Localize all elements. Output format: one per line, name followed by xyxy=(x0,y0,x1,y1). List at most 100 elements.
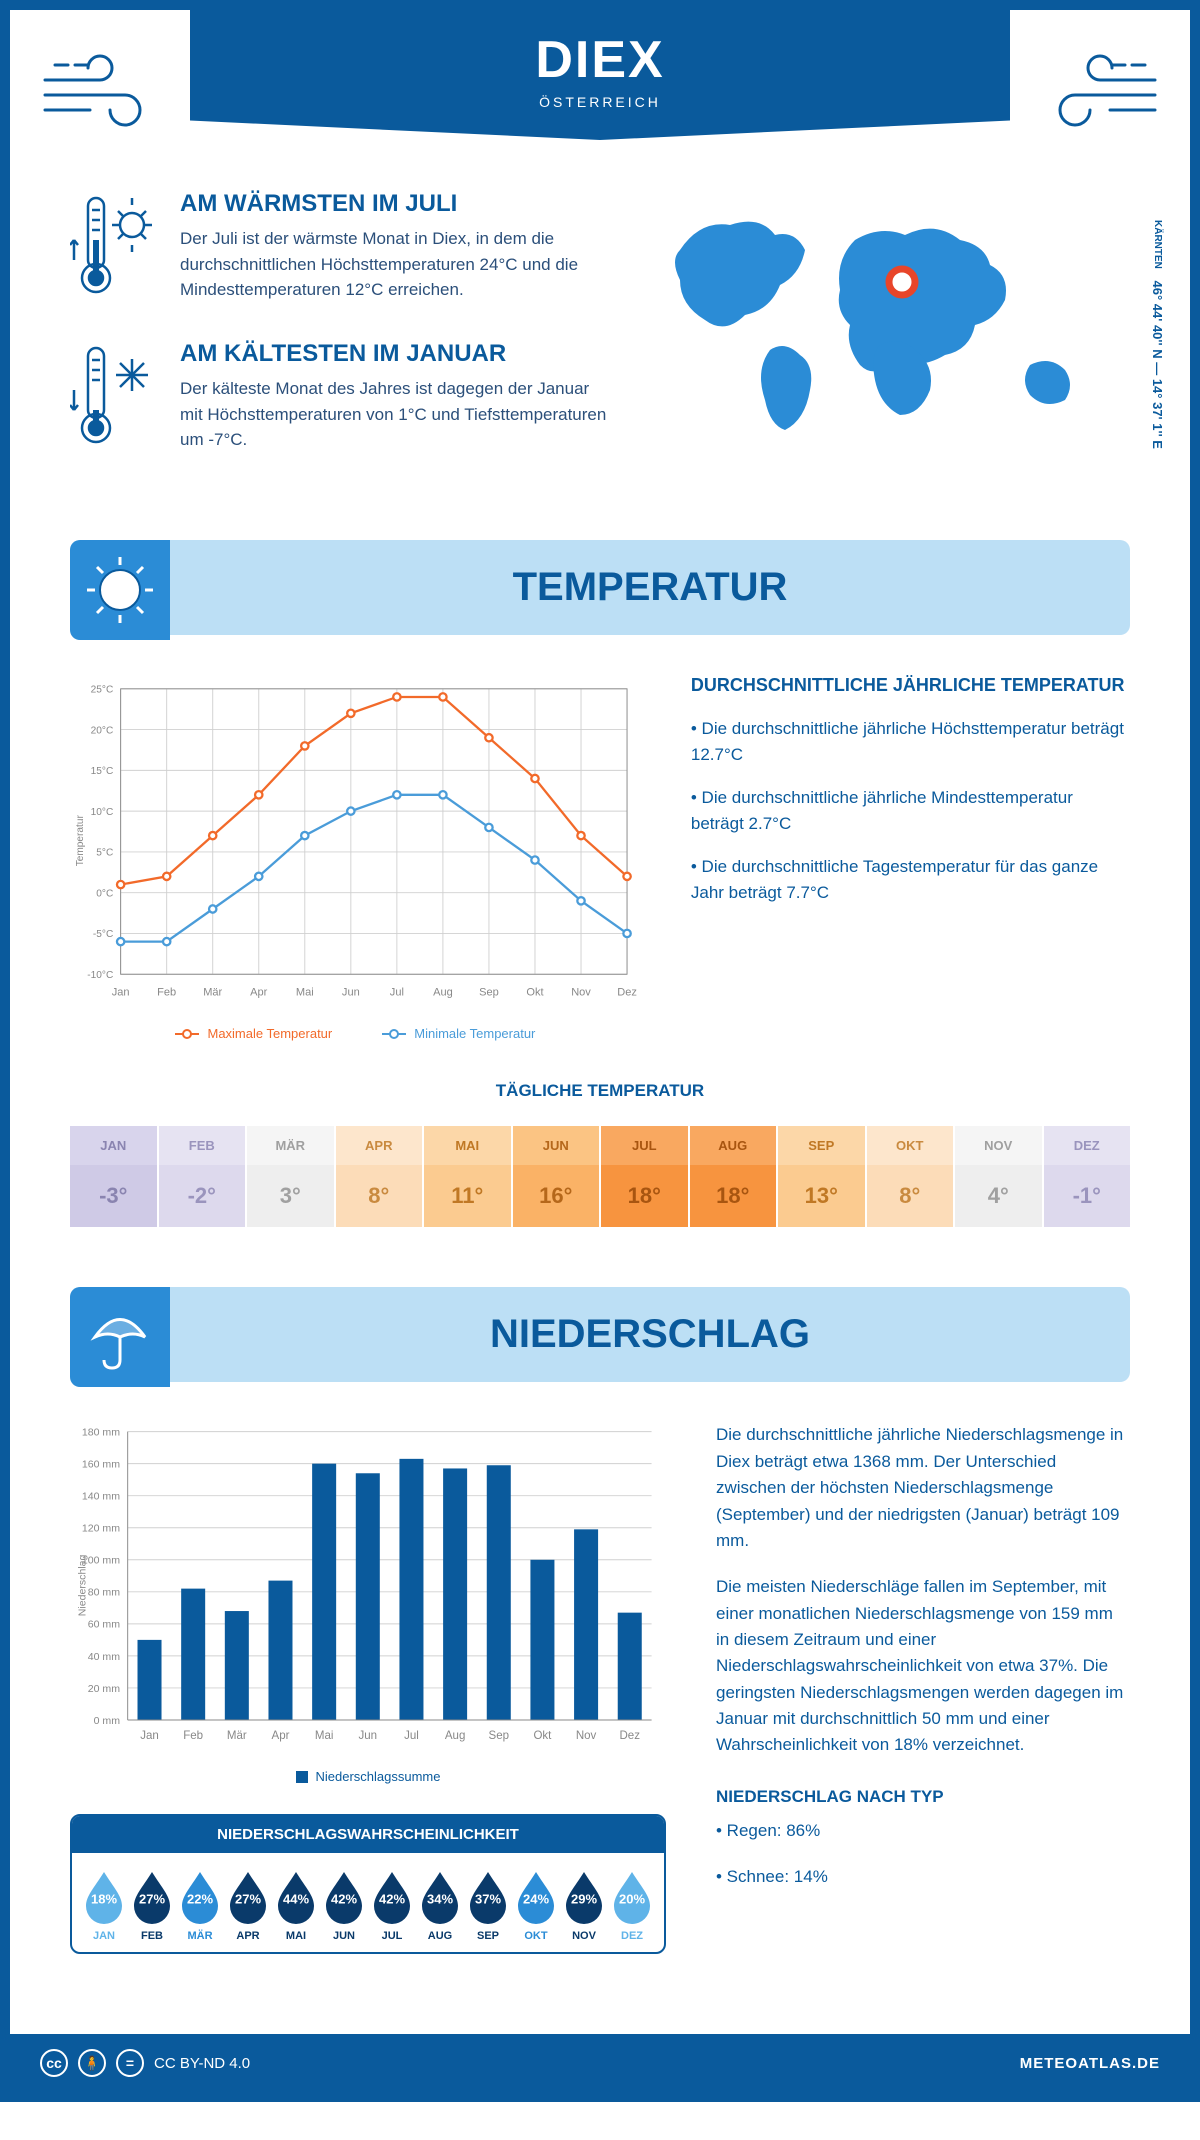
svg-text:20°C: 20°C xyxy=(91,725,114,736)
temp-bullet-2: • Die durchschnittliche jährliche Mindes… xyxy=(691,785,1130,836)
temperature-title: TEMPERATUR xyxy=(200,565,1100,610)
daily-temp-cell: MÄR3° xyxy=(247,1126,334,1227)
temp-bullet-1: • Die durchschnittliche jährliche Höchst… xyxy=(691,716,1130,767)
license-block: cc 🧍 = CC BY-ND 4.0 xyxy=(40,2049,250,2077)
temp-bullet-3: • Die durchschnittliche Tagestemperatur … xyxy=(691,854,1130,905)
daily-temp-cell: MAI11° xyxy=(424,1126,511,1227)
site-name: METEOATLAS.DE xyxy=(1020,2055,1160,2072)
svg-text:Aug: Aug xyxy=(433,986,453,998)
svg-text:15°C: 15°C xyxy=(91,766,114,777)
svg-text:Okt: Okt xyxy=(533,1731,552,1743)
probability-cell: 18%JAN xyxy=(82,1868,126,1942)
svg-text:Jan: Jan xyxy=(112,986,130,998)
nd-icon: = xyxy=(116,2049,144,2077)
svg-text:10°C: 10°C xyxy=(91,807,114,818)
precipitation-legend: Niederschlagssumme xyxy=(70,1769,666,1784)
svg-text:40 mm: 40 mm xyxy=(88,1651,120,1663)
svg-text:Aug: Aug xyxy=(445,1731,466,1743)
probability-cell: 34%AUG xyxy=(418,1868,462,1942)
svg-text:Temperatur: Temperatur xyxy=(75,815,86,867)
daily-temp-cell: DEZ-1° xyxy=(1044,1126,1131,1227)
svg-text:-10°C: -10°C xyxy=(87,970,113,981)
svg-text:Feb: Feb xyxy=(183,1731,203,1743)
cc-icon: cc xyxy=(40,2049,68,2077)
svg-text:80 mm: 80 mm xyxy=(88,1587,120,1599)
svg-text:Apr: Apr xyxy=(272,1731,290,1743)
daily-temp-title: TÄGLICHE TEMPERATUR xyxy=(70,1081,1130,1101)
svg-text:120 mm: 120 mm xyxy=(82,1523,120,1535)
fact-warm-title: AM WÄRMSTEN IM JULI xyxy=(180,190,610,218)
svg-text:Jun: Jun xyxy=(359,1731,378,1743)
wind-icon-left xyxy=(40,40,180,140)
daily-temp-cell: AUG18° xyxy=(690,1126,777,1227)
daily-temp-cell: JUL18° xyxy=(601,1126,688,1227)
temperature-chart: -10°C-5°C0°C5°C10°C15°C20°C25°CJanFebMär… xyxy=(70,675,641,1041)
daily-temp-cell: JAN-3° xyxy=(70,1126,157,1227)
precipitation-chart: 0 mm20 mm40 mm60 mm80 mm100 mm120 mm140 … xyxy=(70,1422,666,1784)
svg-text:Mai: Mai xyxy=(296,986,314,998)
probability-title: NIEDERSCHLAGSWAHRSCHEINLICHKEIT xyxy=(72,1816,664,1853)
precip-type-1: • Regen: 86% xyxy=(716,1818,1130,1844)
probability-cell: 20%DEZ xyxy=(610,1868,654,1942)
license-text: CC BY-ND 4.0 xyxy=(154,2055,250,2072)
precipitation-facts: Die durchschnittliche jährliche Niedersc… xyxy=(716,1422,1130,1954)
svg-text:60 mm: 60 mm xyxy=(88,1619,120,1631)
wind-icon-right xyxy=(1020,40,1160,140)
world-map-icon xyxy=(650,190,1130,450)
precipitation-title: NIEDERSCHLAG xyxy=(200,1312,1100,1357)
daily-temp-section: TÄGLICHE TEMPERATUR JAN-3°FEB-2°MÄR3°APR… xyxy=(70,1081,1130,1227)
umbrella-icon xyxy=(85,1302,155,1372)
precip-para-2: Die meisten Niederschläge fallen im Sept… xyxy=(716,1574,1130,1758)
precipitation-section-header: NIEDERSCHLAG xyxy=(70,1287,1130,1382)
map-container: KÄRNTEN 46° 44' 40'' N — 14° 37' 1'' E xyxy=(650,190,1130,490)
temp-facts-title: DURCHSCHNITTLICHE JÄHRLICHE TEMPERATUR xyxy=(691,675,1130,696)
daily-temp-cell: APR8° xyxy=(336,1126,423,1227)
fact-warm-text: Der Juli ist der wärmste Monat in Diex, … xyxy=(180,226,610,303)
header-banner: DIEX ÖSTERREICH xyxy=(190,10,1010,140)
probability-box: NIEDERSCHLAGSWAHRSCHEINLICHKEIT 18%JAN27… xyxy=(70,1814,666,1954)
daily-temp-cell: SEP13° xyxy=(778,1126,865,1227)
coordinates: KÄRNTEN 46° 44' 40'' N — 14° 37' 1'' E xyxy=(1150,220,1165,449)
daily-temp-cell: JUN16° xyxy=(513,1126,600,1227)
probability-cell: 27%FEB xyxy=(130,1868,174,1942)
temperature-legend: Maximale Temperatur Minimale Temperatur xyxy=(70,1026,641,1041)
region-label: KÄRNTEN xyxy=(1152,220,1163,269)
daily-temp-cell: FEB-2° xyxy=(159,1126,246,1227)
fact-cold-text: Der kälteste Monat des Jahres ist dagege… xyxy=(180,376,610,453)
fact-coldest: AM KÄLTESTEN IM JANUAR Der kälteste Mona… xyxy=(70,340,610,455)
sun-icon xyxy=(85,555,155,625)
precip-type-title: NIEDERSCHLAG NACH TYP xyxy=(716,1784,1130,1810)
svg-text:-5°C: -5°C xyxy=(93,929,113,940)
svg-text:Dez: Dez xyxy=(620,1731,641,1743)
svg-text:Jul: Jul xyxy=(404,1731,419,1743)
legend-min-label: Minimale Temperatur xyxy=(414,1026,535,1041)
temperature-facts: DURCHSCHNITTLICHE JÄHRLICHE TEMPERATUR •… xyxy=(691,675,1130,1041)
svg-text:Jul: Jul xyxy=(390,986,404,998)
thermometer-sun-icon xyxy=(70,190,160,300)
svg-text:0 mm: 0 mm xyxy=(94,1715,121,1727)
svg-text:Feb: Feb xyxy=(157,986,176,998)
location-country: ÖSTERREICH xyxy=(190,94,1010,110)
by-icon: 🧍 xyxy=(78,2049,106,2077)
intro-row: AM WÄRMSTEN IM JULI Der Juli ist der wär… xyxy=(70,190,1130,490)
daily-temp-cell: OKT8° xyxy=(867,1126,954,1227)
probability-cell: 27%APR xyxy=(226,1868,270,1942)
svg-text:5°C: 5°C xyxy=(96,848,113,859)
svg-text:Dez: Dez xyxy=(617,986,637,998)
svg-text:Mai: Mai xyxy=(315,1731,334,1743)
location-title: DIEX xyxy=(190,30,1010,90)
svg-text:25°C: 25°C xyxy=(91,684,114,695)
probability-cell: 42%JUL xyxy=(370,1868,414,1942)
probability-cell: 22%MÄR xyxy=(178,1868,222,1942)
fact-warmest: AM WÄRMSTEN IM JULI Der Juli ist der wär… xyxy=(70,190,610,305)
svg-text:20 mm: 20 mm xyxy=(88,1683,120,1695)
svg-text:Sep: Sep xyxy=(479,986,499,998)
thermometer-snow-icon xyxy=(70,340,160,450)
svg-text:180 mm: 180 mm xyxy=(82,1427,120,1439)
svg-text:Jun: Jun xyxy=(342,986,360,998)
svg-text:Mär: Mär xyxy=(203,986,222,998)
svg-text:Jan: Jan xyxy=(140,1731,159,1743)
page-container: DIEX ÖSTERREICH xyxy=(0,0,1200,2102)
svg-text:140 mm: 140 mm xyxy=(82,1491,120,1503)
svg-text:Mär: Mär xyxy=(227,1731,247,1743)
